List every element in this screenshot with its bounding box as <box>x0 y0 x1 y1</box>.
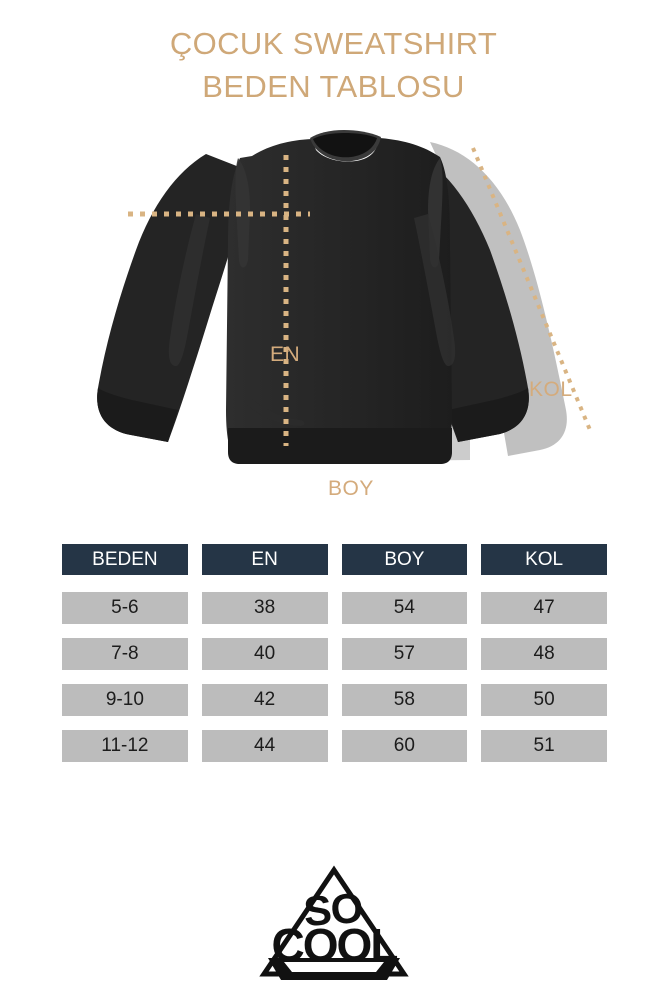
cell-length: 58 <box>341 684 468 716</box>
so-cool-logo-icon: SO COOL <box>258 865 409 980</box>
cell-width: 42 <box>201 684 328 716</box>
cell-size: 5-6 <box>62 592 188 624</box>
column-header-en: EN <box>201 544 328 575</box>
left-cuff <box>97 388 178 442</box>
cell-width: 38 <box>201 592 328 624</box>
width-label: EN <box>270 343 301 366</box>
left-sleeve <box>97 154 252 442</box>
logo-text-cool: COOL <box>271 919 397 971</box>
column-header-kol: KOL <box>481 544 607 575</box>
table-row: 9-10 42 58 50 <box>62 684 607 716</box>
neckline-inner <box>313 133 377 158</box>
table-row: 7-8 40 57 48 <box>62 638 607 670</box>
brand-logo: SO COOL <box>0 862 667 988</box>
sweatshirt-drawing <box>97 130 592 464</box>
sleeve-guide-line <box>471 147 592 431</box>
length-label: BOY <box>328 477 374 500</box>
garment-body <box>226 138 452 464</box>
right-cuff <box>448 388 529 442</box>
cell-width: 44 <box>201 730 328 762</box>
column-header-beden: BEDEN <box>62 544 188 575</box>
cell-sleeve: 48 <box>481 638 607 670</box>
cell-sleeve: 50 <box>481 684 607 716</box>
cell-size: 11-12 <box>62 730 188 762</box>
body-crease <box>244 396 305 426</box>
cell-size: 7-8 <box>62 638 188 670</box>
cell-width: 40 <box>201 638 328 670</box>
sleeve-label: KOL <box>529 378 573 401</box>
size-table: BEDEN EN BOY KOL 5-6 38 54 47 7-8 40 57 … <box>62 544 607 762</box>
garment-illustration: EN BOY KOL <box>0 110 667 505</box>
logo-text-so: SO <box>302 884 364 935</box>
table-row: 11-12 44 60 51 <box>62 730 607 762</box>
column-header-boy: BOY <box>341 544 468 575</box>
hem-band <box>228 428 452 464</box>
page-title: ÇOCUK SWEATSHIRT BEDEN TABLOSU <box>0 22 667 108</box>
cell-sleeve: 47 <box>481 592 607 624</box>
title-line-1: ÇOCUK SWEATSHIRT <box>169 26 498 61</box>
logo-base-bar-inner <box>283 962 384 972</box>
left-shoulder-seam <box>235 158 250 268</box>
title-line-2: BEDEN TABLOSU <box>202 69 465 104</box>
table-row: 5-6 38 54 47 <box>62 592 607 624</box>
cell-length: 54 <box>341 592 468 624</box>
left-sleeve-fold <box>168 214 210 366</box>
cell-sleeve: 51 <box>481 730 607 762</box>
cell-length: 60 <box>341 730 468 762</box>
cell-length: 57 <box>341 638 468 670</box>
cell-size: 9-10 <box>62 684 188 716</box>
right-sleeve-fold <box>414 214 456 366</box>
table-header-row: BEDEN EN BOY KOL <box>62 544 607 575</box>
